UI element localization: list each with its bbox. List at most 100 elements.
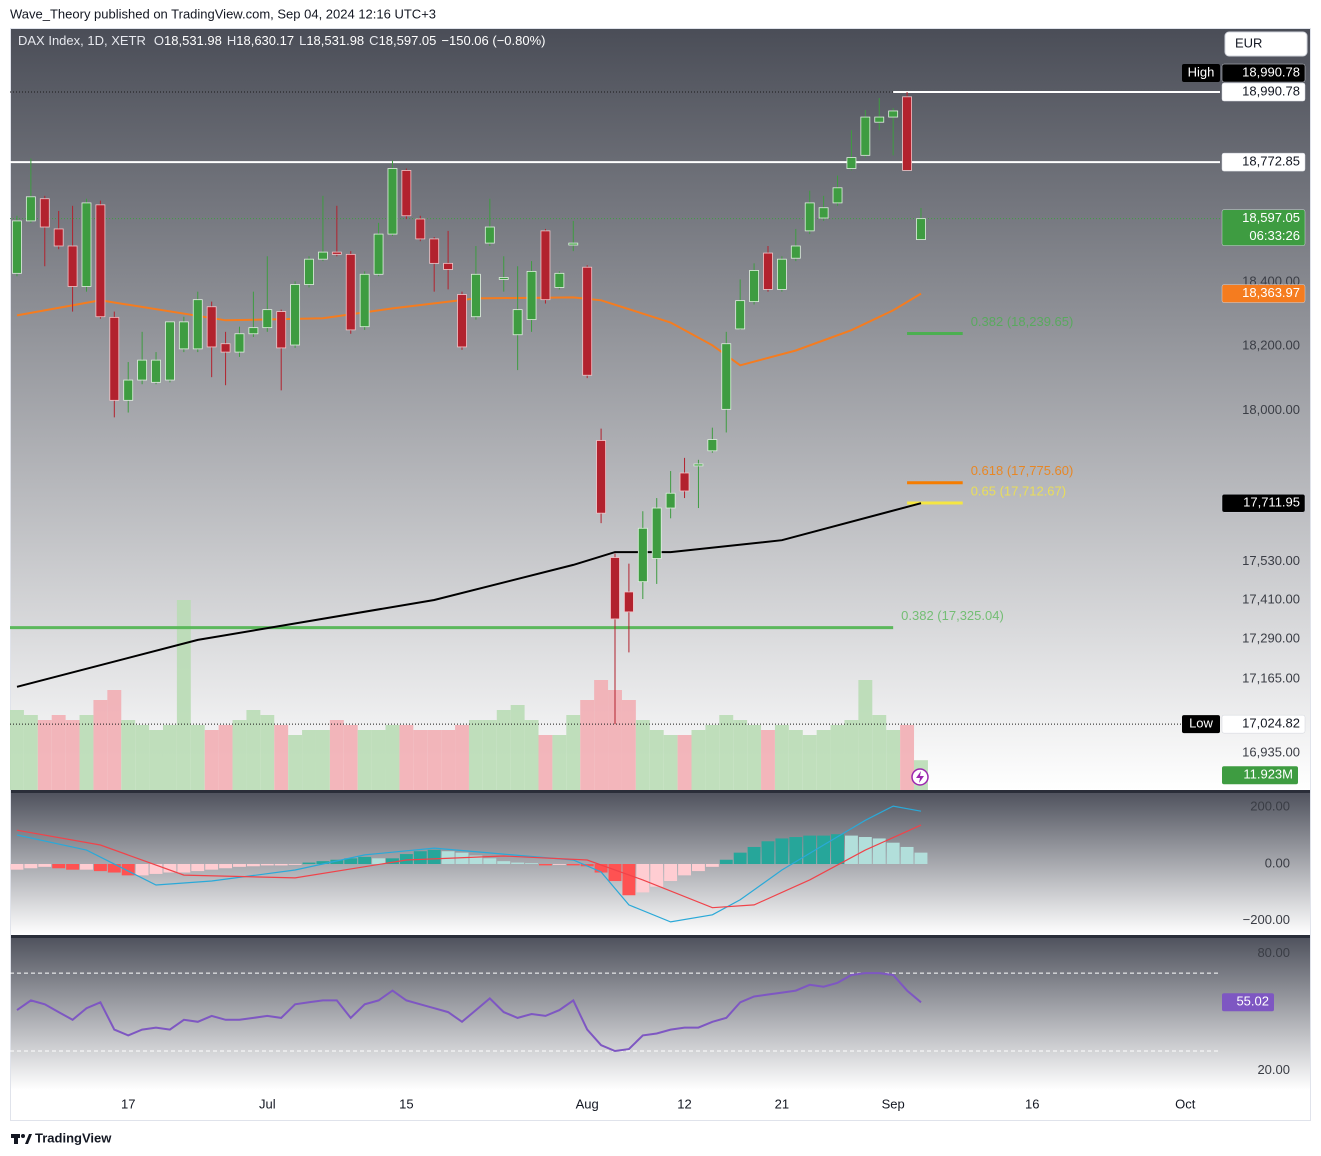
macd-histogram-bar bbox=[761, 841, 775, 864]
candle-body bbox=[860, 116, 871, 156]
legend-key: O bbox=[154, 33, 164, 48]
volume-bar bbox=[315, 730, 330, 790]
macd-histogram-bar bbox=[733, 852, 747, 864]
y-tick-label: 18,000.00 bbox=[1242, 402, 1300, 417]
macd-histogram-bar bbox=[177, 864, 191, 873]
macd-histogram-bar bbox=[149, 864, 163, 874]
volume-bar bbox=[288, 735, 303, 790]
candle-body bbox=[318, 251, 328, 260]
legend-value: 18,531.98 bbox=[306, 33, 364, 48]
candle-body bbox=[429, 238, 440, 264]
price-tag bbox=[1221, 82, 1306, 102]
price-tag-label: 17,024.82 bbox=[1242, 716, 1300, 731]
price-tag-label: 18,597.05 bbox=[1242, 210, 1300, 225]
level-label: 0.65 (17,712.67) bbox=[971, 483, 1066, 498]
volume-bar bbox=[802, 735, 817, 790]
candle-body bbox=[345, 253, 356, 331]
volume-bar bbox=[441, 730, 456, 790]
candle-body bbox=[443, 262, 454, 270]
volume-bar bbox=[93, 700, 108, 790]
macd-histogram-bar bbox=[650, 864, 664, 887]
candle-body bbox=[137, 359, 148, 381]
volume-bar bbox=[858, 680, 873, 790]
volume-bar bbox=[65, 720, 80, 790]
volume-bar bbox=[621, 700, 636, 790]
y-tick-label: 17,410.00 bbox=[1242, 592, 1300, 607]
volume-bar bbox=[482, 720, 497, 790]
brand-logo bbox=[11, 1134, 32, 1144]
volume-tag bbox=[1222, 766, 1298, 785]
macd-histogram-bar bbox=[455, 852, 469, 864]
volume-bar bbox=[176, 600, 191, 790]
legend-value: 18,630.17 bbox=[236, 33, 294, 48]
macd-histogram-bar bbox=[386, 858, 399, 864]
macd-tick-label: 200.00 bbox=[1250, 799, 1290, 814]
x-tick-label: Sep bbox=[882, 1096, 905, 1111]
volume-bar bbox=[455, 725, 469, 790]
candle-body bbox=[12, 220, 22, 274]
macd-histogram-bar bbox=[274, 864, 288, 866]
pane-separator bbox=[10, 790, 1311, 793]
price-tag-label: 18,772.85 bbox=[1242, 154, 1300, 169]
currency-button[interactable] bbox=[1224, 31, 1308, 57]
macd-histogram-bar bbox=[358, 856, 372, 864]
symbol: DAX Index, 1D, XETR bbox=[18, 33, 146, 48]
rsi-line bbox=[16, 972, 922, 1053]
price-tag bbox=[1221, 284, 1306, 303]
macd-histogram-bar bbox=[205, 864, 219, 870]
candle-body bbox=[165, 321, 175, 381]
price-tag-countdown: 06:33:26 bbox=[1249, 228, 1300, 243]
macd-histogram-bar bbox=[441, 851, 455, 864]
price-tag bbox=[1221, 493, 1306, 513]
volume-bar bbox=[427, 730, 442, 790]
moving-average bbox=[16, 292, 922, 367]
candle-body bbox=[707, 439, 718, 452]
volume-bar bbox=[413, 730, 428, 790]
macd-histogram-bar bbox=[719, 859, 733, 864]
volume-bar bbox=[468, 720, 483, 790]
volume-bar bbox=[649, 730, 664, 790]
rsi-tick-label: 80.00 bbox=[1257, 945, 1290, 960]
candle-body bbox=[484, 226, 495, 244]
candle-body bbox=[776, 258, 787, 290]
candle-body bbox=[568, 242, 579, 246]
macd-histogram-bar bbox=[497, 861, 511, 864]
macd-histogram-bar bbox=[10, 864, 24, 870]
candle-body bbox=[554, 272, 565, 288]
macd-line bbox=[16, 805, 922, 923]
volume-bar bbox=[135, 725, 150, 790]
volume-bar bbox=[538, 735, 553, 790]
macd-histogram-bar bbox=[427, 849, 441, 864]
macd-histogram-bar bbox=[413, 851, 427, 864]
x-tick-label: 12 bbox=[677, 1096, 691, 1111]
macd-histogram-bar bbox=[705, 864, 719, 867]
x-tick-label: 16 bbox=[1025, 1096, 1039, 1111]
macd-histogram-bar bbox=[525, 863, 539, 864]
y-tick-label: 18,200.00 bbox=[1242, 338, 1300, 353]
macd-histogram-bar bbox=[803, 835, 817, 864]
macd-histogram-bar bbox=[594, 864, 608, 873]
candle-body bbox=[679, 472, 690, 492]
price-tag bbox=[1221, 63, 1306, 83]
x-tick-label: 15 bbox=[399, 1096, 413, 1111]
volume-bar bbox=[608, 690, 622, 790]
level-label: 0.382 (18,239.65) bbox=[971, 314, 1074, 329]
alert-icon[interactable] bbox=[911, 768, 929, 786]
macd-histogram-bar bbox=[80, 864, 93, 870]
level-label: 0.618 (17,775.60) bbox=[971, 463, 1074, 478]
volume-bar bbox=[79, 715, 94, 790]
macd-histogram-bar bbox=[608, 864, 622, 882]
main-pane bbox=[10, 28, 1311, 790]
y-tick-label: 16,935.00 bbox=[1242, 744, 1300, 759]
currency[interactable]: EUR bbox=[1235, 35, 1262, 50]
volume-bar bbox=[260, 715, 275, 790]
volume-bar bbox=[900, 725, 915, 790]
candle-body bbox=[735, 300, 746, 330]
candle-body bbox=[457, 294, 467, 348]
volume-bar bbox=[190, 725, 205, 790]
macd-histogram-bar bbox=[191, 864, 205, 872]
volume-bar bbox=[274, 725, 289, 790]
volume-bar bbox=[761, 730, 775, 790]
brand: TradingView bbox=[35, 1130, 112, 1145]
candle-body bbox=[610, 557, 620, 620]
